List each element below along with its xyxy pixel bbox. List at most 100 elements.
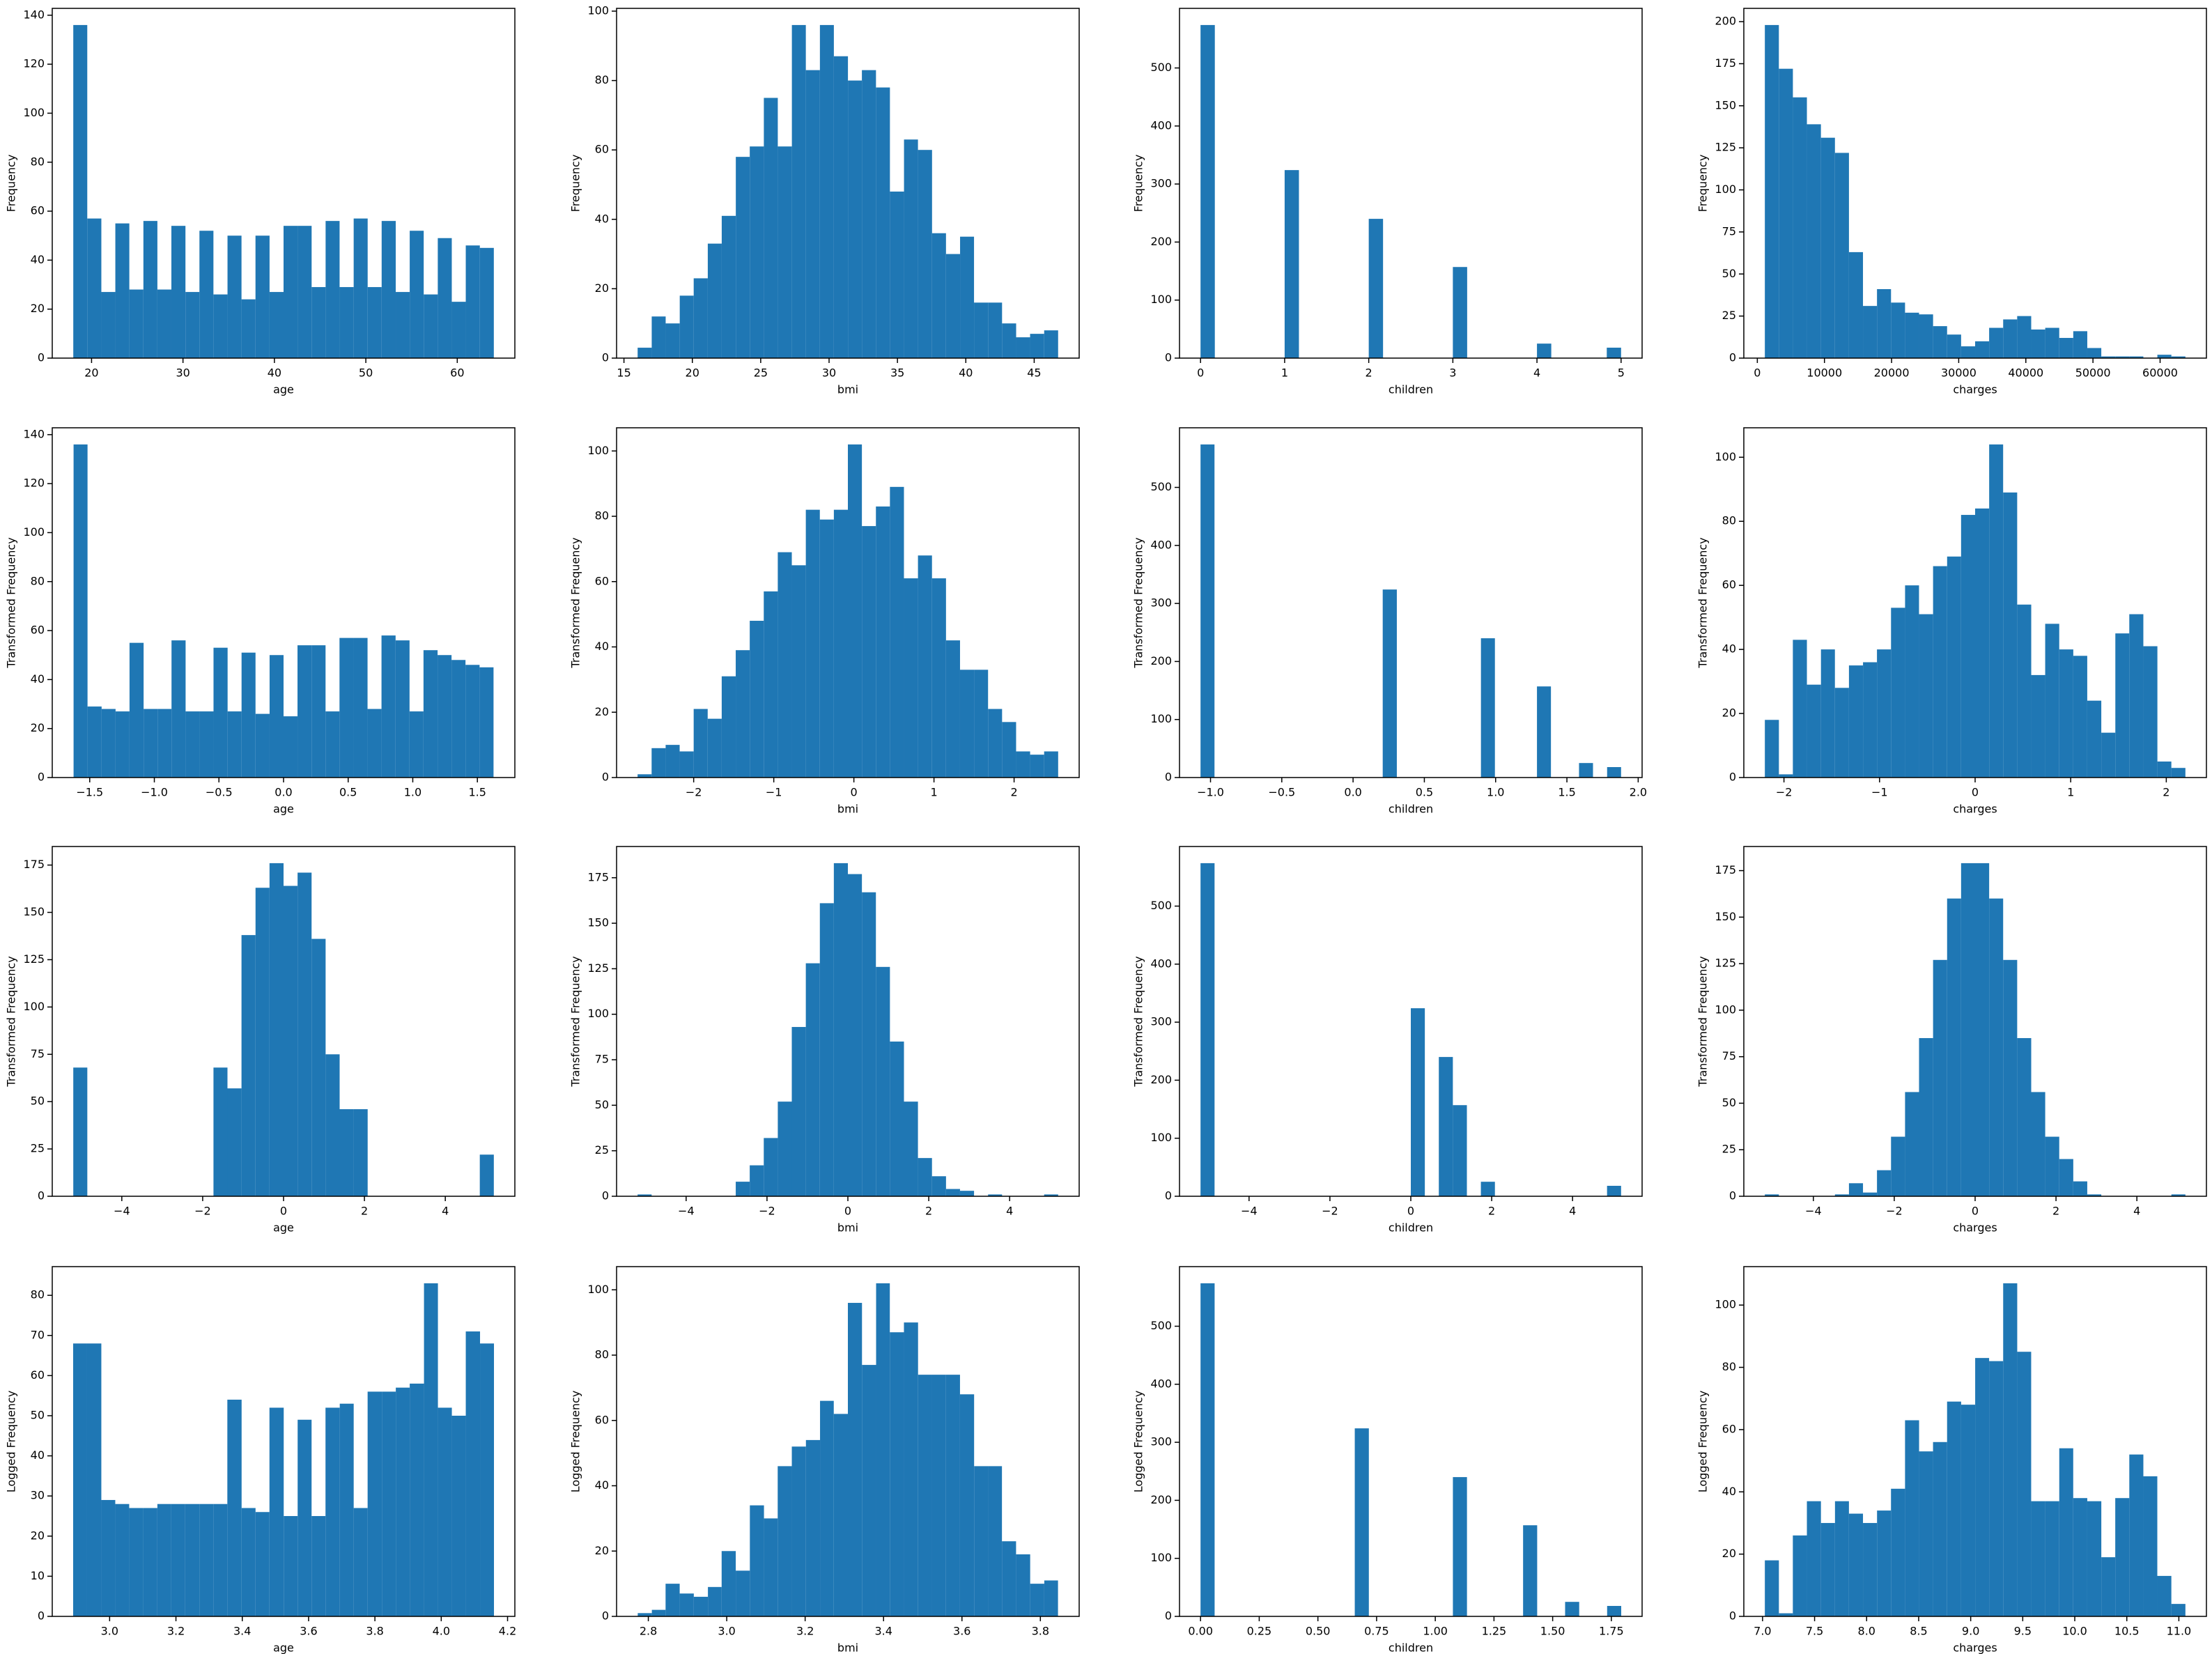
bar (890, 486, 904, 778)
bar (144, 709, 158, 778)
bar (157, 289, 171, 358)
bar (1848, 1183, 1864, 1196)
y-tick-label: 150 (23, 905, 45, 918)
bar (2073, 1498, 2087, 1616)
bar (721, 676, 736, 778)
bar (848, 444, 863, 778)
bar (1200, 863, 1215, 1196)
bar (931, 578, 946, 778)
bar (2101, 1557, 2116, 1616)
bar (1807, 124, 1821, 358)
bar (410, 231, 424, 358)
x-axis-label: children (1389, 1221, 1433, 1235)
x-tick-label: 3.0 (718, 1625, 735, 1638)
bar (1807, 1501, 1821, 1616)
x-axis-label: age (273, 1641, 294, 1654)
bar (395, 640, 410, 778)
bar (1284, 170, 1299, 358)
bar (2059, 649, 2073, 778)
x-tick-label: 4 (2133, 1205, 2140, 1218)
bar (382, 1391, 396, 1616)
bar (1480, 1182, 1495, 1196)
bar (325, 1054, 340, 1196)
x-axis-label: age (273, 1221, 294, 1235)
bar (918, 555, 932, 778)
bar (945, 254, 961, 358)
y-tick-label: 0 (602, 1609, 609, 1623)
y-axis-label: Transformed Frequency (5, 537, 18, 668)
x-tick-label: 40 (268, 366, 281, 380)
bar (1044, 751, 1058, 778)
x-tick-label: 2 (2052, 1205, 2059, 1218)
y-tick-label: 80 (595, 509, 609, 523)
bar (876, 1283, 890, 1616)
y-tick-label: 25 (595, 1143, 609, 1157)
bar (2017, 1037, 2032, 1196)
bar (1820, 137, 1835, 359)
x-tick-label: −0.5 (1268, 786, 1295, 799)
x-tick-label: 1.75 (1599, 1625, 1624, 1638)
y-tick-label: 40 (31, 253, 45, 266)
bar (974, 670, 989, 778)
bar (2031, 674, 2045, 778)
x-tick-label: 0 (1197, 366, 1204, 380)
y-tick-label: 200 (1150, 235, 1172, 248)
bar (637, 1613, 652, 1616)
x-tick-label: 45 (1027, 366, 1041, 380)
x-axis-label: charges (1953, 1221, 1997, 1235)
bar (284, 886, 298, 1196)
y-tick-label: 40 (595, 212, 609, 225)
x-tick-label: 1 (2067, 786, 2074, 799)
bar (1863, 1522, 1878, 1616)
bar (199, 711, 214, 778)
bar (1933, 1442, 1947, 1616)
axes-frame (52, 8, 516, 359)
bar (227, 1399, 242, 1616)
y-tick-label: 75 (31, 1047, 45, 1060)
x-tick-label: 9.0 (1962, 1625, 1979, 1638)
bar (1989, 1361, 2004, 1616)
bar (988, 302, 1003, 358)
bar (480, 1343, 495, 1616)
y-tick-label: 70 (31, 1328, 45, 1341)
bar (2101, 356, 2116, 358)
bar (2073, 656, 2087, 778)
y-tick-label: 200 (1715, 15, 1736, 28)
bar (1016, 337, 1030, 358)
bar (269, 655, 284, 778)
bar (199, 1504, 214, 1616)
bar (637, 1194, 652, 1196)
bar (931, 1375, 946, 1616)
bar (171, 226, 186, 358)
bar (750, 1505, 764, 1616)
bar (353, 1508, 368, 1616)
bar (1834, 688, 1849, 778)
y-tick-label: 20 (595, 1544, 609, 1557)
bar (890, 1332, 904, 1616)
x-tick-label: 2.0 (1630, 786, 1647, 799)
bar (2087, 1194, 2102, 1196)
y-tick-label: 0 (1165, 351, 1172, 364)
bar (311, 287, 326, 358)
bar (129, 1508, 144, 1616)
x-axis-label: bmi (837, 1221, 858, 1235)
x-tick-label: 8.0 (1858, 1625, 1875, 1638)
bar (1044, 1194, 1058, 1196)
bar (805, 70, 820, 359)
y-tick-label: 50 (1722, 1096, 1736, 1109)
bar (2017, 1352, 2032, 1616)
y-tick-label: 300 (1150, 596, 1172, 610)
bar (143, 1508, 157, 1616)
x-tick-label: 0 (1407, 1205, 1414, 1218)
bar (213, 294, 228, 358)
bar (1848, 665, 1864, 778)
bar (1960, 863, 1975, 1196)
x-axis-label: children (1389, 383, 1433, 396)
bar (1453, 1477, 1467, 1616)
bar (241, 1508, 256, 1616)
y-axis-label: Frequency (1696, 155, 1710, 212)
y-tick-label: 50 (31, 1095, 45, 1108)
x-tick-label: 40000 (2008, 366, 2043, 380)
y-tick-label: 200 (1150, 1493, 1172, 1506)
x-tick-label: 3.2 (167, 1625, 185, 1638)
